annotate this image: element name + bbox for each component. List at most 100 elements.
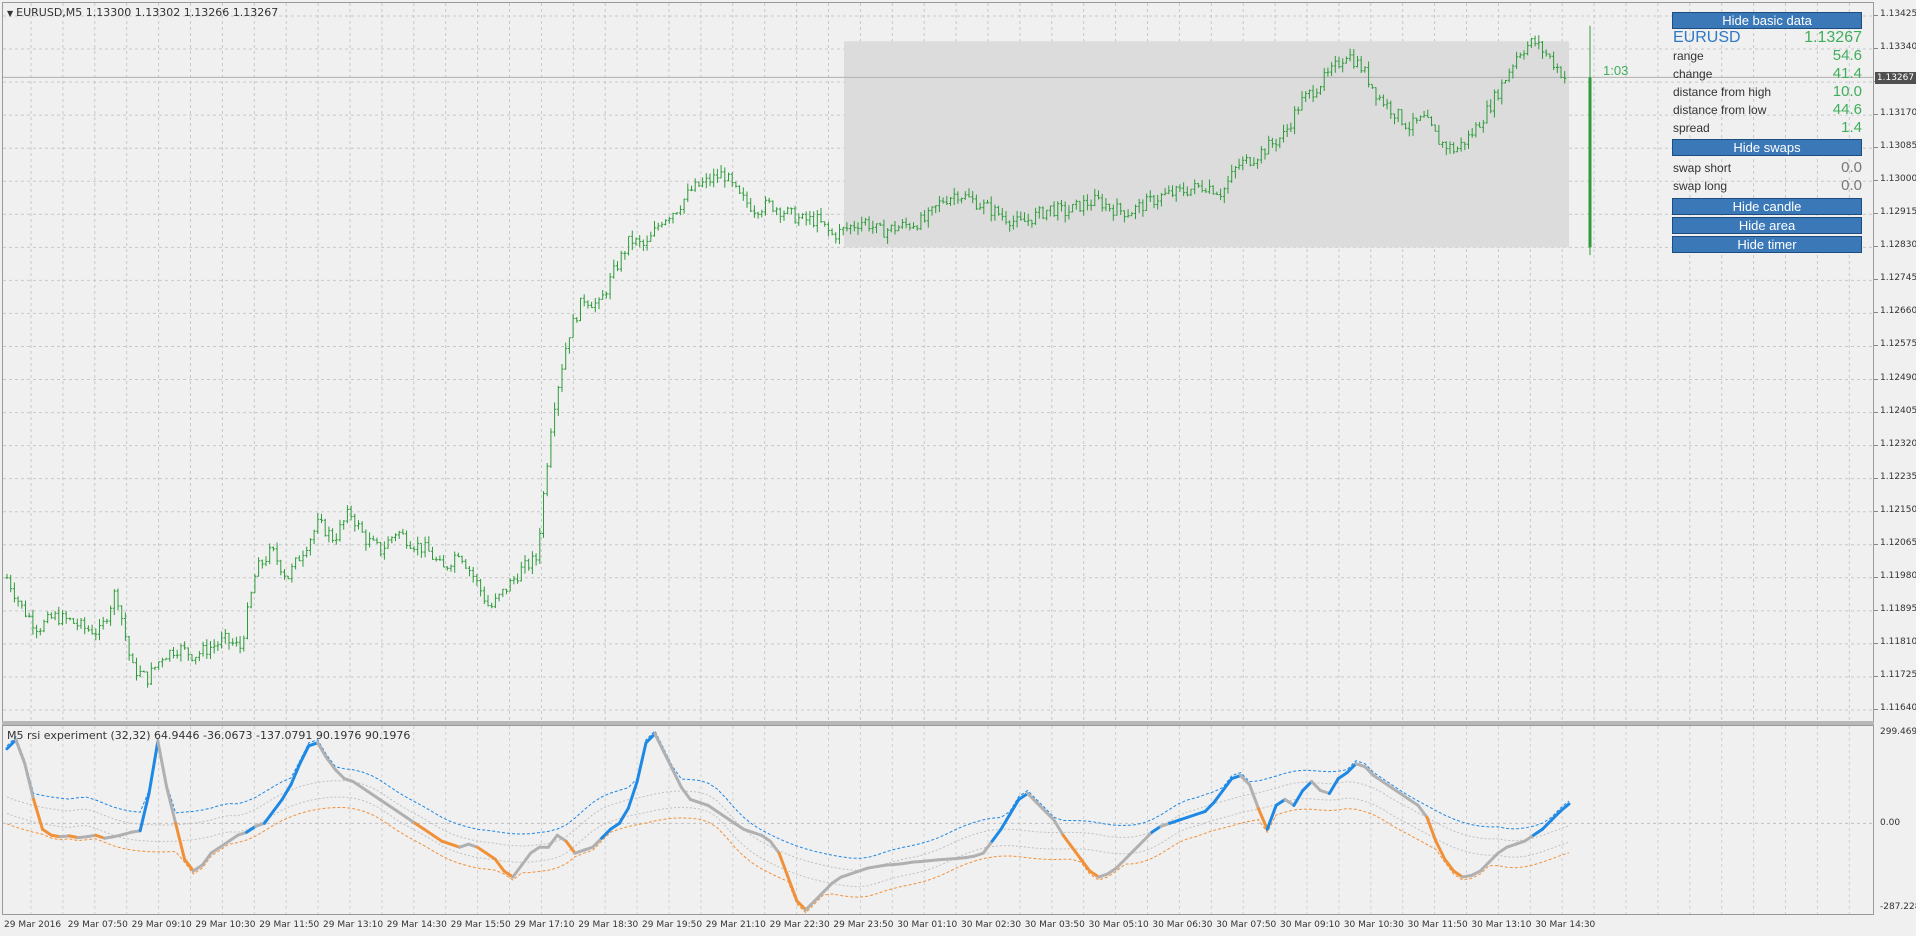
panel-row-value: 41.4 <box>1832 65 1862 82</box>
ohlc-bar <box>952 187 956 206</box>
ohlc-bar <box>1193 179 1197 195</box>
range-area <box>844 41 1569 248</box>
ohlc-bar <box>1026 213 1030 226</box>
panel-row-label: swap long <box>1673 179 1728 193</box>
ohlc-bar <box>1030 219 1034 228</box>
ohlc-bar <box>438 555 442 561</box>
ohlc-bar <box>590 301 594 309</box>
panel-row-label: spread <box>1673 121 1710 135</box>
ohlc-bar <box>871 220 875 234</box>
time-tick-label: 30 Mar 11:50 <box>1407 920 1468 930</box>
rsi-segment <box>1372 774 1385 784</box>
ohlc-bar <box>630 230 634 251</box>
ohlc-bar <box>653 221 656 237</box>
ohlc-bar <box>1219 188 1223 201</box>
price-tick-label: 1.13170 <box>1880 108 1916 119</box>
rsi-segment <box>1558 802 1571 813</box>
price-chart[interactable] <box>3 3 1873 722</box>
ohlc-bar <box>601 289 605 300</box>
hide-basic-data-button[interactable]: Hide basic data <box>1672 12 1862 29</box>
rsi-segment <box>1265 803 1278 831</box>
rsi-segment <box>254 821 266 828</box>
ohlc-bar <box>597 297 601 310</box>
ohlc-bar <box>708 173 712 187</box>
price-tick <box>1874 48 1878 50</box>
ohlc-bar <box>1060 199 1063 212</box>
main-chart-pane[interactable]: ▼ EURUSD,M5 1.13300 1.13302 1.13266 1.132… <box>2 2 1874 723</box>
indicator-chart[interactable] <box>3 726 1873 914</box>
ohlc-bar <box>183 641 187 650</box>
rsi-segment <box>573 848 586 855</box>
price-tick <box>1874 180 1878 182</box>
indicator-axis[interactable]: 299.4695 0.00 -287.2283 <box>1874 725 1916 913</box>
hide-area-button[interactable]: Hide area <box>1672 217 1862 234</box>
ohlc-bar <box>31 609 35 635</box>
rsi-segment <box>706 803 719 813</box>
ohlc-bar <box>342 520 346 530</box>
indicator-pane[interactable]: M5 rsi experiment (32,32) 64.9446 -36.06… <box>2 725 1874 915</box>
ohlc-bar <box>1093 188 1097 207</box>
ohlc-bar <box>112 589 116 615</box>
ohlc-bar <box>294 557 298 570</box>
rsi-segment <box>1061 833 1074 849</box>
rsi-segment <box>1212 789 1225 804</box>
collapse-triangle-icon[interactable]: ▼ <box>7 9 14 18</box>
ohlc-bar <box>786 206 790 215</box>
ohlc-bar <box>172 647 175 659</box>
ohlc-bar <box>382 541 386 560</box>
hide-swaps-button[interactable]: Hide swaps <box>1672 139 1862 156</box>
rsi-segment <box>688 797 701 804</box>
rsi-segment <box>990 827 1003 843</box>
ohlc-bar <box>1504 79 1507 84</box>
ohlc-bar <box>1174 185 1178 202</box>
ohlc-bar <box>1478 121 1482 128</box>
rsi-segment <box>307 741 320 748</box>
stat-row-spread: spread 1.4 <box>1672 119 1862 137</box>
ohlc-bar <box>516 573 520 584</box>
rsi-segment <box>609 821 621 831</box>
ohlc-bar <box>238 636 242 654</box>
ohlc-bar <box>712 168 716 188</box>
rsi-segment <box>591 836 604 849</box>
indicator-grid <box>3 726 1873 914</box>
ohlc-bar <box>1100 193 1104 212</box>
hide-timer-button[interactable]: Hide timer <box>1672 236 1862 253</box>
ohlc-bar <box>153 666 157 671</box>
ohlc-bar <box>1333 56 1337 73</box>
time-tick-label: 29 Mar 21:10 <box>705 920 766 930</box>
hide-candle-button[interactable]: Hide candle <box>1672 198 1862 215</box>
rsi-segment <box>200 851 213 867</box>
stat-row-distance-from-high: distance from high 10.0 <box>1672 83 1862 101</box>
ohlc-bar <box>534 553 538 566</box>
price-axis[interactable]: 1.134251.133401.132551.131701.130851.130… <box>1874 2 1916 721</box>
ohlc-bar <box>68 617 72 621</box>
pane-separator[interactable] <box>2 721 1874 725</box>
rsi-segment <box>1256 806 1269 831</box>
ohlc-bar <box>46 611 50 624</box>
ohlc-bar <box>168 649 172 662</box>
ohlc-bar <box>782 210 786 221</box>
ohlc-bar <box>449 564 453 572</box>
rsi-segment <box>822 881 834 894</box>
ohlc-bar <box>1185 186 1189 197</box>
price-tick-label: 1.11725 <box>1880 669 1916 680</box>
ohlc-bar <box>882 219 886 238</box>
ohlc-bar <box>974 194 978 210</box>
ohlc-bar <box>308 538 312 556</box>
ohlc-bar <box>271 546 275 552</box>
rsi-segment <box>1478 860 1491 873</box>
price-tick <box>1874 510 1878 512</box>
ohlc-bar <box>220 631 224 649</box>
rsi-segment <box>1540 818 1553 831</box>
rsi-segment <box>511 863 524 879</box>
rsi-segment <box>484 851 497 861</box>
ohlc-bar <box>323 518 327 537</box>
rsi-segment <box>191 863 204 873</box>
ohlc-bar <box>146 671 150 688</box>
rsi-segment <box>981 839 994 855</box>
ohlc-bar <box>508 578 512 592</box>
rsi-segment <box>378 797 391 807</box>
time-axis[interactable]: 29 Mar 2016 29 Mar 07:50 29 Mar 09:10 29 Ma… <box>0 914 1874 936</box>
panel-row-label: distance from high <box>1673 85 1772 99</box>
ohlc-bar <box>760 209 764 218</box>
